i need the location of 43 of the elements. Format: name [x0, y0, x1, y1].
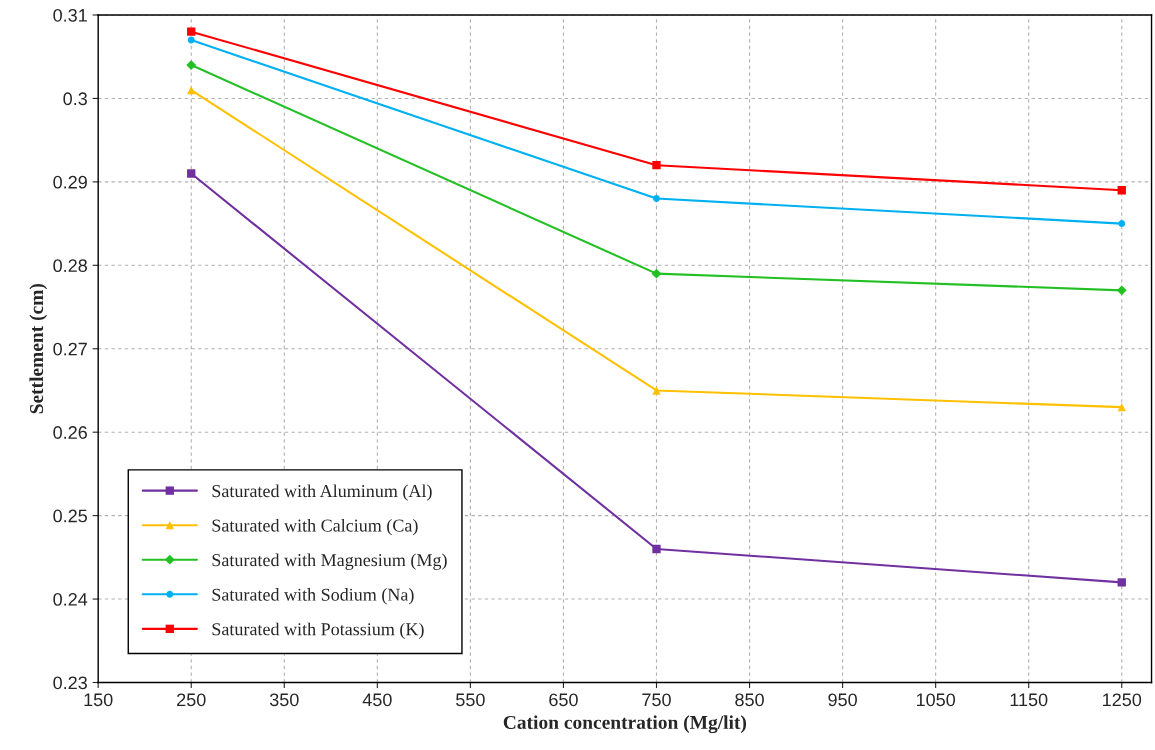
- point: [1117, 578, 1126, 587]
- x-tick-label: 550: [456, 693, 485, 707]
- y-tick-label: 0.31: [53, 8, 87, 22]
- legend-label: Saturated with Potassium (K): [212, 622, 424, 639]
- x-tick-label: 850: [735, 693, 764, 707]
- x-tick-label: 250: [177, 693, 206, 707]
- point: [1118, 220, 1126, 228]
- point: [652, 386, 661, 395]
- y-tick-label: 0.28: [53, 259, 87, 273]
- x-tick-label: 150: [84, 693, 113, 707]
- point: [1117, 402, 1126, 412]
- legend-label: Saturated with Sodium (Na): [212, 588, 414, 605]
- x-tick-label: 750: [642, 693, 671, 707]
- y-tick-label: 0.26: [53, 426, 87, 439]
- legend-label: Saturated with Magnesium (Mg): [212, 553, 447, 570]
- point: [652, 544, 661, 554]
- x-tick-label: 650: [549, 693, 578, 707]
- point: [187, 27, 196, 36]
- point: [1116, 285, 1127, 296]
- y-tick-label: 0.25: [53, 509, 87, 523]
- x-tick-label: 1250: [1103, 693, 1142, 707]
- point: [187, 85, 196, 95]
- x-tick-label: 450: [362, 693, 392, 707]
- legend-label: Saturated with Calcium (Ca): [212, 518, 418, 536]
- point: [651, 268, 662, 279]
- y-tick-label: 0.3: [63, 92, 87, 106]
- point: [653, 195, 660, 203]
- y-tick-label: 0.24: [53, 593, 88, 606]
- point: [186, 60, 197, 70]
- x-tick-label: 350: [269, 693, 299, 707]
- legend-label: Saturated with Aluminum (Al): [212, 484, 432, 501]
- y-tick-label: 0.27: [53, 342, 87, 356]
- x-tick-label: 1050: [916, 693, 956, 707]
- y-axis-title: Settlement (cm): [29, 284, 48, 414]
- x-tick-label: 1150: [1010, 693, 1048, 707]
- x-tick-label: 950: [828, 693, 857, 707]
- y-tick-label: 0.23: [53, 676, 87, 690]
- y-tick-label: 0.29: [53, 175, 87, 189]
- point: [652, 161, 661, 170]
- point: [187, 169, 196, 178]
- point: [1117, 186, 1126, 195]
- x-axis-title: Cation concentration (Mg/lit): [503, 715, 747, 734]
- point: [187, 36, 195, 44]
